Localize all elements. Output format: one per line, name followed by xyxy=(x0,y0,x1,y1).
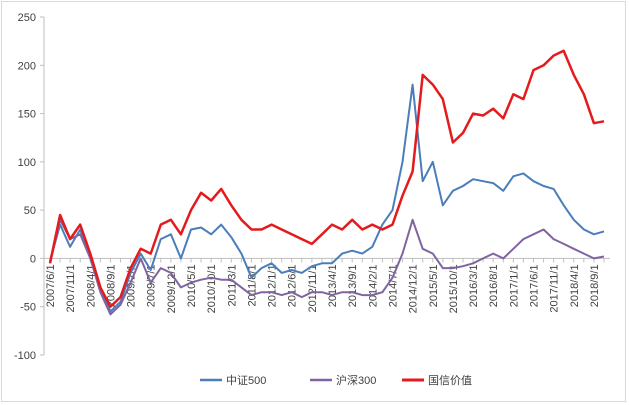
x-tick-label: 2018/4/1 xyxy=(569,264,581,307)
x-tick-label: 2008/9/1 xyxy=(105,264,117,307)
series-lines xyxy=(48,49,605,316)
x-tick-label: 2013/4/1 xyxy=(327,264,339,307)
y-tick-label: 250 xyxy=(18,12,36,24)
x-tick-label: 2012/1/1 xyxy=(267,264,279,307)
x-tick-label: 2015/10/1 xyxy=(448,264,460,313)
x-tick-label: 2010/10/1 xyxy=(206,264,218,313)
series-line-1 xyxy=(49,83,605,313)
y-axis: -100 -50 0 50 100 150 200 250 xyxy=(14,12,45,362)
x-tick-label: 2012/11/1 xyxy=(307,264,319,312)
legend-label: 国信价值 xyxy=(428,374,472,387)
x-tick-label: 2011/3/1 xyxy=(226,264,238,306)
series-line-3 xyxy=(48,49,605,308)
y-tick-label: 50 xyxy=(24,205,36,217)
y-tick-label: 0 xyxy=(30,253,36,265)
x-tick-label: 2009/12/1 xyxy=(166,264,178,313)
x-tick-label: 2007/11/1 xyxy=(65,264,77,312)
x-tick-label: 2014/7/1 xyxy=(387,264,399,307)
y-tick-label: 200 xyxy=(18,60,36,72)
y-tick-label: -50 xyxy=(20,302,36,314)
y-tick-label: 100 xyxy=(18,157,36,169)
legend: 中证500 沪深300 国信价值 xyxy=(200,373,472,387)
x-tick-label: 2015/5/1 xyxy=(428,264,440,307)
x-tick-label: 2017/6/1 xyxy=(528,264,540,307)
y-tick-label: -100 xyxy=(14,350,36,362)
x-tick-label: 2018/9/1 xyxy=(589,264,601,307)
x-tick-label: 2016/8/1 xyxy=(488,264,500,307)
x-tick-label: 2009/7/1 xyxy=(146,264,158,307)
x-tick-label: 2017/1/1 xyxy=(508,264,520,307)
legend-label: 沪深300 xyxy=(336,373,376,387)
x-tick-label: 2012/6/1 xyxy=(287,264,299,307)
x-tick-label: 2010/5/1 xyxy=(186,264,198,307)
x-tick-label: 2017/11/1 xyxy=(549,264,561,312)
x-tick-label: 2013/9/1 xyxy=(347,264,359,307)
x-tick-label: 2011/8/1 xyxy=(246,264,258,306)
x-tick-label: 2007/6/1 xyxy=(45,264,57,307)
legend-label: 中证500 xyxy=(226,374,266,387)
y-tick-label: 150 xyxy=(18,109,36,121)
x-tick-label: 2016/3/1 xyxy=(468,264,480,307)
x-tick-label: 2014/12/1 xyxy=(408,264,420,313)
series-line-2 xyxy=(49,218,605,316)
x-tick-label: 2014/2/1 xyxy=(367,264,379,307)
